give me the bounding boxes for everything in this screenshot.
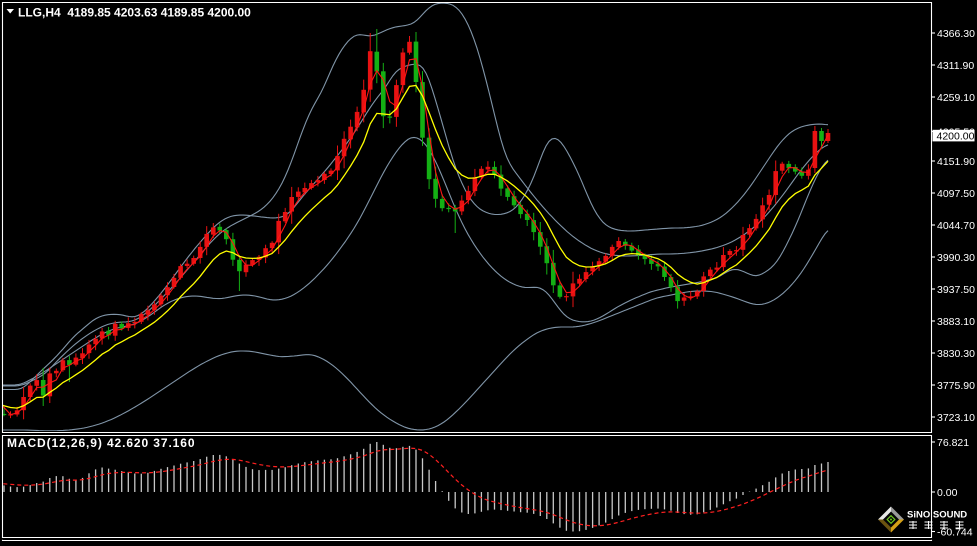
svg-text:3723.10: 3723.10 bbox=[937, 412, 975, 424]
svg-text:4259.10: 4259.10 bbox=[937, 92, 975, 104]
svg-text:76.821: 76.821 bbox=[937, 437, 969, 449]
svg-text:LLG,H4 4189.85 4203.63 4189.8: LLG,H4 4189.85 4203.63 4189.85 4200.00 bbox=[18, 6, 251, 20]
svg-text:-60.744: -60.744 bbox=[937, 526, 973, 538]
svg-text:3775.90: 3775.90 bbox=[937, 380, 975, 392]
svg-text:3883.10: 3883.10 bbox=[937, 316, 975, 328]
svg-text:4200.00: 4200.00 bbox=[937, 131, 975, 143]
svg-text:4366.30: 4366.30 bbox=[937, 28, 975, 40]
svg-text:3990.30: 3990.30 bbox=[937, 252, 975, 264]
svg-text:0.00: 0.00 bbox=[937, 487, 958, 499]
svg-text:4151.90: 4151.90 bbox=[937, 156, 975, 168]
svg-text:4311.90: 4311.90 bbox=[937, 60, 974, 72]
svg-text:MACD(12,26,9) 42.620 37.160: MACD(12,26,9) 42.620 37.160 bbox=[7, 436, 195, 450]
svg-text:3830.30: 3830.30 bbox=[937, 348, 975, 360]
svg-text:4044.70: 4044.70 bbox=[937, 220, 975, 232]
svg-text:4097.50: 4097.50 bbox=[937, 188, 975, 200]
svg-text:3937.50: 3937.50 bbox=[937, 284, 975, 296]
svg-text:SiNO SOUND: SiNO SOUND bbox=[907, 510, 967, 521]
